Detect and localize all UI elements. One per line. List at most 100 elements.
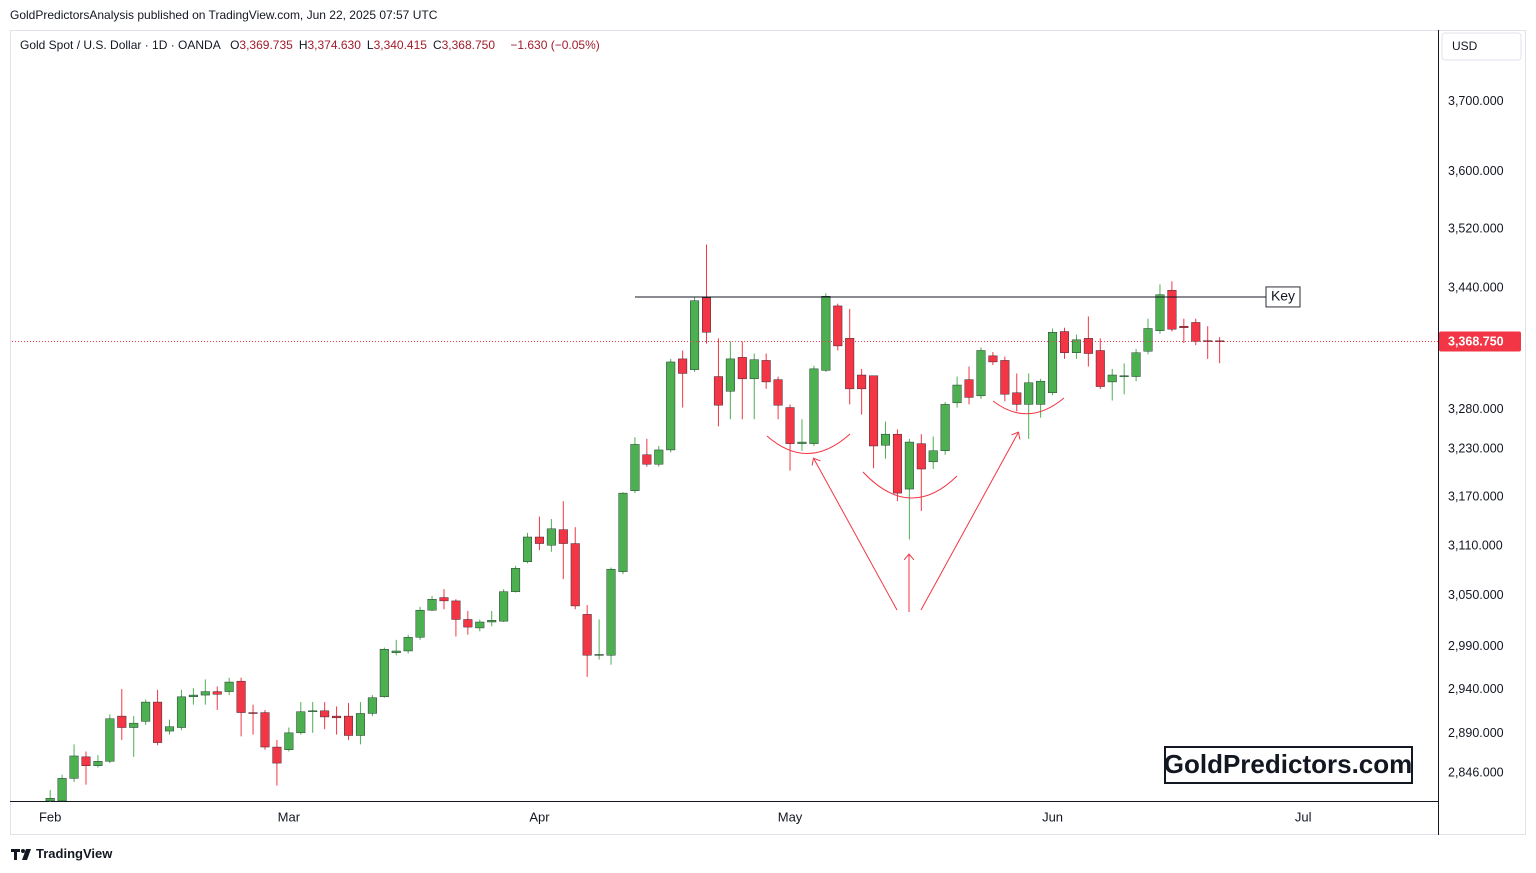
- candle-body: [881, 433, 890, 446]
- ohlc-item: C3,368.750: [433, 38, 495, 52]
- frame: [10, 30, 1526, 835]
- ohlc-value: 3,374.630: [307, 38, 361, 52]
- candle-body: [248, 712, 258, 714]
- candle-body: [582, 614, 592, 656]
- candle-body: [1131, 352, 1141, 377]
- footer-brand: TradingView: [36, 846, 113, 861]
- candle-body: [117, 715, 127, 728]
- candle-body: [188, 694, 198, 698]
- candle-body: [678, 358, 688, 374]
- candle-body: [69, 755, 79, 779]
- currency-box: [1441, 32, 1522, 61]
- candle-body: [594, 654, 604, 656]
- y-tick-label: 2,890.000: [1448, 726, 1504, 740]
- candle-body: [475, 621, 485, 629]
- candle-body: [200, 691, 210, 696]
- shoulder-arc: [766, 433, 851, 454]
- y-tick-label: 3,520.000: [1448, 221, 1504, 235]
- ohlc-key: H: [298, 38, 308, 52]
- ohlc-value: 3,368.750: [441, 38, 496, 52]
- y-tick-label: 2,846.000: [1448, 765, 1504, 779]
- candle-body: [57, 778, 67, 802]
- candle-body: [403, 637, 413, 652]
- x-tick-label: Mar: [278, 809, 301, 824]
- candle-body: [570, 543, 580, 607]
- candle-body: [81, 756, 91, 766]
- key-label: Key: [1271, 288, 1295, 304]
- watermark: GoldPredictors.com: [1164, 749, 1413, 779]
- candle-body: [1107, 374, 1117, 383]
- candle-body: [511, 568, 521, 592]
- candle-body: [1083, 338, 1093, 354]
- candle-body: [1143, 328, 1153, 352]
- candle-body: [236, 680, 246, 713]
- candle-body: [212, 691, 222, 695]
- candle-body: [702, 297, 711, 333]
- last-price-label: 3,368.750: [1448, 334, 1504, 348]
- candle-body: [415, 609, 425, 638]
- candle-body: [153, 701, 163, 743]
- candle-body: [487, 620, 497, 623]
- symbol-legend: Gold Spot / U.S. Dollar · 1D · OANDA O3,…: [20, 38, 600, 52]
- y-tick-label: 2,940.000: [1448, 682, 1504, 696]
- candle-body: [332, 715, 342, 719]
- candle-body: [1179, 326, 1189, 328]
- candle-body: [391, 650, 401, 653]
- candle-body: [976, 350, 986, 397]
- candle-body: [618, 492, 628, 572]
- ohlc-value: 3,369.735: [239, 38, 293, 52]
- tradingview-logo: [11, 849, 31, 860]
- y-tick-label: 3,280.000: [1448, 402, 1504, 416]
- candle-body: [1000, 360, 1010, 395]
- candle-body: [523, 536, 533, 562]
- marks: 2,846.000 2,890.000 2,940.000 2,990.000 3,05…: [12, 94, 1504, 824]
- x-tick-label: Jul: [1295, 809, 1312, 824]
- candle-body: [737, 357, 747, 380]
- y-tick-label: 3,700.000: [1448, 94, 1504, 108]
- candle-body: [1036, 380, 1046, 405]
- y-tick-label: 3,050.000: [1448, 588, 1504, 602]
- x-tick-label: Apr: [529, 809, 550, 824]
- symbol: Gold Spot / U.S. Dollar · 1D · OANDA: [20, 38, 221, 52]
- y-tick-label: 2,990.000: [1448, 639, 1504, 653]
- candle-body: [1119, 375, 1129, 377]
- candle-body: [379, 649, 389, 698]
- ohlc-item: H3,374.630: [299, 38, 361, 52]
- candle-body: [308, 710, 318, 713]
- publisher-line: GoldPredictorsAnalysis published on Trad…: [10, 8, 438, 22]
- candle-body: [451, 600, 461, 620]
- candle-body: [1024, 382, 1034, 405]
- candle-body: [928, 450, 938, 463]
- candle-body: [1012, 392, 1022, 405]
- candle-body: [1059, 331, 1069, 353]
- candle-body: [654, 449, 664, 465]
- last-price-tag: [1439, 331, 1521, 352]
- key-label-box: [1265, 286, 1301, 308]
- ohlc-key: L: [366, 38, 374, 52]
- candle-body: [857, 374, 867, 390]
- candle-body: [940, 404, 950, 451]
- candle-body: [666, 361, 676, 451]
- candle-body: [1167, 290, 1177, 330]
- logo-part: [14, 849, 17, 860]
- shoulder-arc: [992, 397, 1065, 415]
- candle-body: [964, 379, 974, 398]
- candle-body: [534, 536, 544, 544]
- candle-body: [642, 454, 652, 465]
- candle-body: [439, 597, 449, 602]
- candle-body: [260, 712, 270, 748]
- candle-body: [427, 599, 437, 611]
- y-tick-label: 3,110.000: [1448, 538, 1503, 552]
- candle-body: [129, 722, 139, 728]
- candle-body: [797, 441, 807, 444]
- candle-body: [809, 368, 819, 444]
- logo-part: [22, 849, 31, 860]
- candle-body: [916, 443, 926, 470]
- candle-body: [320, 710, 330, 718]
- candle-body: [785, 407, 795, 444]
- watermark-box: [1164, 746, 1413, 784]
- candle-body: [1215, 340, 1225, 343]
- candle-body: [952, 384, 962, 404]
